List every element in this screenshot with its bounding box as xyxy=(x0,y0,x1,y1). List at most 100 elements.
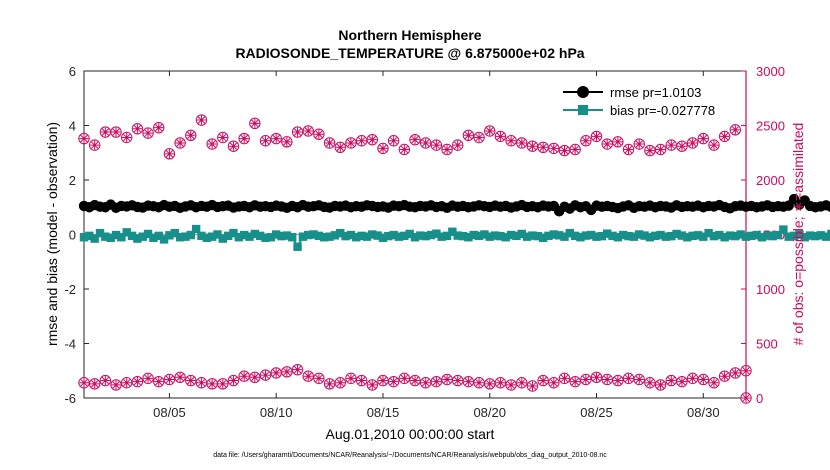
obs-possible-point xyxy=(377,142,389,155)
obs-assimilated-point-low xyxy=(623,373,634,383)
obs-assimilated-point xyxy=(186,130,196,140)
x-tick-label: 08/25 xyxy=(580,405,613,420)
bias-point xyxy=(720,233,729,242)
obs-assimilated-point xyxy=(324,138,335,148)
obs-possible-point-low xyxy=(174,371,186,383)
bias-point xyxy=(143,229,153,239)
obs-assimilated-point-low xyxy=(698,374,708,385)
x-axis: 08/05 08/10 08/15 08/20 08/25 08/30 xyxy=(153,71,720,420)
bias-point xyxy=(410,233,420,242)
obs-assimilated-point-low xyxy=(154,377,164,387)
obs-assimilated-point-low xyxy=(613,375,623,386)
obs-assimilated-point-low xyxy=(442,374,452,385)
left-y-axis-label: rmse and bias (model - observation) xyxy=(44,122,60,346)
obs-assimilated-point xyxy=(581,136,591,146)
obs-assimilated-point-low xyxy=(389,377,399,387)
obs-possible-point xyxy=(163,148,176,160)
obs-assimilated-point xyxy=(196,115,207,125)
obs-assimilated-point-low xyxy=(79,378,89,388)
obs-assimilated-point-low xyxy=(100,375,110,386)
obs-possible-point xyxy=(398,143,411,156)
obs-possible-point xyxy=(419,137,432,149)
obs-assimilated-point xyxy=(602,139,612,149)
obs-assimilated-point xyxy=(720,131,730,141)
obs-possible-point xyxy=(676,140,688,152)
obs-possible-point xyxy=(505,135,517,147)
bias-point xyxy=(549,230,559,239)
bias-point xyxy=(111,230,121,240)
bias-point xyxy=(245,232,254,241)
bias-point xyxy=(421,231,430,241)
obs-possible-point xyxy=(131,123,144,135)
bias-point xyxy=(239,230,249,240)
obs-assimilated-point-low xyxy=(250,372,260,382)
bias-point xyxy=(117,233,126,242)
bias-point xyxy=(352,233,361,242)
obs-assimilated-point-low xyxy=(709,378,719,388)
obs-possible-point-low xyxy=(398,372,411,385)
obs-possible-point xyxy=(153,121,165,134)
obs-possible-point xyxy=(238,132,250,145)
obs-assimilated-point xyxy=(292,127,303,137)
obs-possible-point xyxy=(78,132,90,145)
obs-assimilated-point xyxy=(474,132,484,143)
bias-point xyxy=(437,232,446,241)
obs-assimilated-point xyxy=(314,129,324,139)
bias-point xyxy=(528,231,537,240)
obs-possible-point-low xyxy=(163,373,176,386)
obs-possible-point xyxy=(174,137,186,149)
obs-possible-point xyxy=(697,132,709,145)
bias-point xyxy=(490,231,500,240)
obs-possible-point-low xyxy=(185,374,197,387)
bias-point xyxy=(731,231,740,241)
obs-assimilated-point-low xyxy=(581,374,591,385)
obs-assimilated-point-low xyxy=(186,375,196,386)
chart-title-line-1: Northern Hemisphere xyxy=(338,27,481,43)
obs-assimilated-point xyxy=(260,136,271,146)
obs-possible-point-low xyxy=(558,372,571,385)
bias-point xyxy=(357,231,366,241)
left-y-tick-label: 0 xyxy=(69,228,76,243)
obs-possible-point xyxy=(516,137,528,149)
obs-assimilated-point-low xyxy=(741,366,751,376)
bias-point xyxy=(314,231,324,241)
bias-point xyxy=(565,228,575,238)
obs-possible-point xyxy=(217,131,229,144)
bias-point xyxy=(613,233,623,242)
obs-assimilated-point-low xyxy=(399,373,409,383)
bias-point xyxy=(336,228,345,238)
obs-assimilated-point xyxy=(143,128,153,138)
obs-possible-point xyxy=(88,139,101,151)
obs-assimilated-point-low xyxy=(559,373,570,383)
obs-possible-point-low xyxy=(537,374,549,387)
obs-assimilated-point xyxy=(570,144,580,155)
obs-assimilated-point xyxy=(367,135,377,145)
bias-point xyxy=(266,233,276,242)
rmse-series xyxy=(78,193,830,217)
bias-point xyxy=(602,229,612,238)
bias-point xyxy=(752,230,761,240)
x-tick-label: 08/05 xyxy=(153,405,186,420)
bias-point xyxy=(506,230,516,240)
bias-point xyxy=(362,232,372,241)
bias-point xyxy=(373,231,382,240)
obs-assimilated-point-low xyxy=(207,379,217,389)
obs-assimilated-point-low xyxy=(463,377,473,387)
obs-possible-point-low xyxy=(88,378,101,390)
obs-assimilated-point xyxy=(527,141,538,151)
obs-assimilated-point xyxy=(357,136,367,146)
bias-point xyxy=(480,230,489,239)
obs-assimilated-point-low xyxy=(485,379,495,389)
obs-assimilated-point xyxy=(698,133,708,144)
bias-point xyxy=(304,230,313,240)
bias-point xyxy=(757,233,767,242)
obs-possible-point-low xyxy=(430,375,443,388)
bias-point xyxy=(127,231,137,241)
obs-possible-point-low xyxy=(217,378,229,390)
bias-point xyxy=(677,231,687,240)
obs-possible-point xyxy=(462,129,475,142)
obs-possible-point-low xyxy=(654,379,667,391)
obs-assimilated-point xyxy=(613,137,623,147)
bias-point xyxy=(213,230,222,239)
obs-assimilated-point-low xyxy=(132,377,142,387)
